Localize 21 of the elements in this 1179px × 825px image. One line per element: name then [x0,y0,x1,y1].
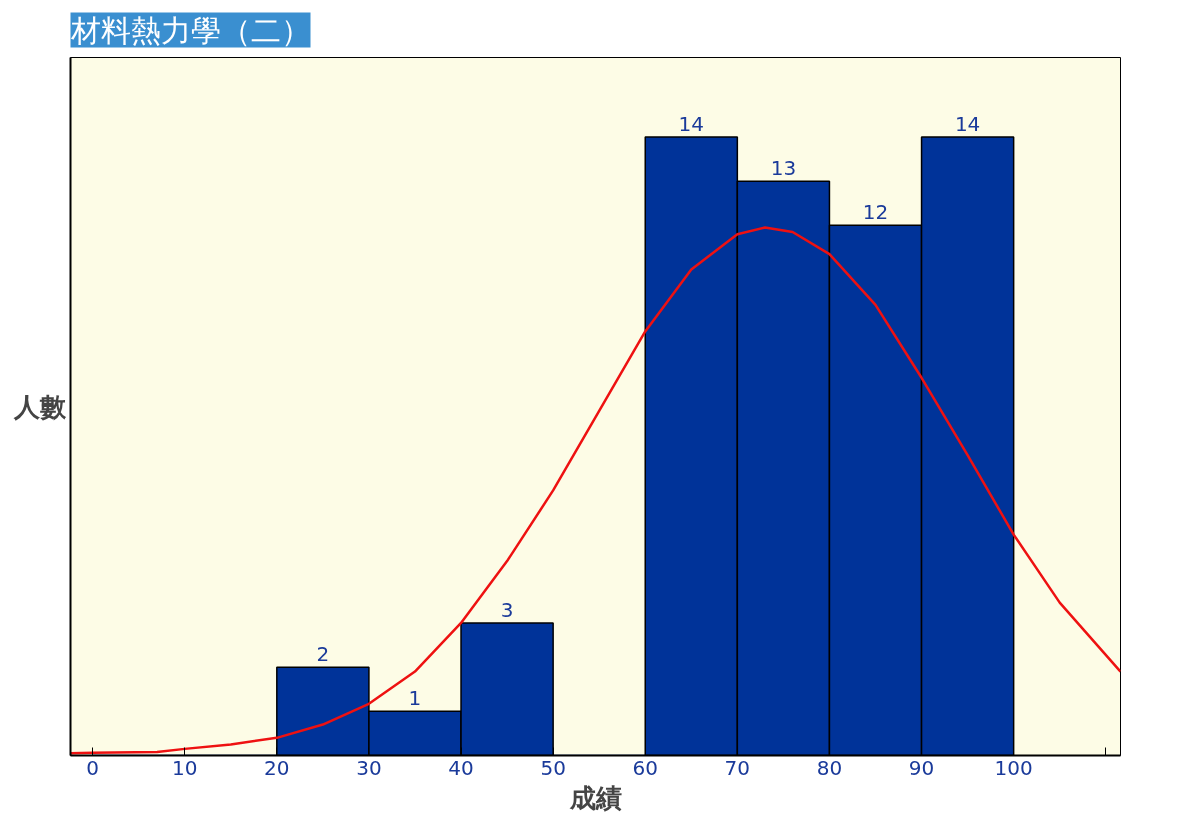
data-label: 13 [770,156,797,181]
data-label: 14 [678,112,705,137]
data-label: 2 [316,642,330,667]
y-axis-title: 人數 [12,391,67,422]
data-label: 14 [954,112,981,137]
x-tick-label: 40 [448,755,474,780]
x-tick-label: 70 [724,755,751,780]
x-axis-title: 成績 [568,782,622,813]
x-tick-label: 60 [632,755,658,780]
data-label: 12 [862,200,889,225]
x-tick-label: 20 [264,755,290,780]
data-label: 3 [500,597,514,622]
x-tick-label: 100 [994,755,1033,780]
x-tick-label: 10 [171,755,198,780]
x-tick-label: 50 [540,755,566,780]
chart-title: 材料熱力學（二） [69,12,311,48]
x-tick-label: 80 [816,755,843,780]
x-tick-label: 90 [908,755,935,780]
x-tick-label: 0 [86,755,99,780]
x-tick-label: 30 [356,755,382,780]
data-label: 1 [408,686,422,711]
